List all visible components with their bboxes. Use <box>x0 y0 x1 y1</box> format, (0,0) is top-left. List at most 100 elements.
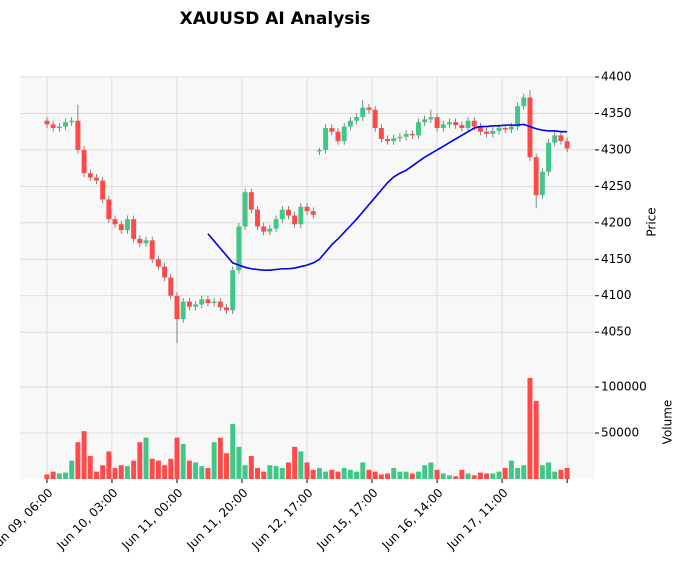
volume-bar <box>360 462 366 479</box>
volume-bar <box>149 458 155 479</box>
volume-bar <box>558 469 564 479</box>
volume-bar <box>477 472 483 479</box>
volume-bar <box>106 451 112 479</box>
volume-bar <box>471 475 477 479</box>
volume-bar <box>50 471 56 479</box>
x-tick-label: Jun 10, 03:00 <box>53 486 120 553</box>
candle-body <box>94 177 99 181</box>
volume-tick-label: 100000 <box>601 380 647 394</box>
volume-bar <box>539 465 545 479</box>
candle-body <box>440 124 446 129</box>
volume-bar <box>298 451 304 479</box>
candle-body <box>465 120 471 129</box>
volume-bar <box>131 460 137 479</box>
candle-body <box>539 171 545 196</box>
candle-body <box>378 128 384 139</box>
candle-body <box>298 206 304 225</box>
volume-bar <box>230 423 236 479</box>
candle-body <box>81 149 87 174</box>
candle-body <box>496 128 502 131</box>
x-tick-label: Jun 12, 17:00 <box>248 486 315 553</box>
candle-body <box>552 135 558 143</box>
x-tick-label: Jun 15, 17:00 <box>313 486 380 553</box>
volume-bar <box>137 442 143 479</box>
candle-body <box>180 301 186 320</box>
volume-bar <box>459 469 465 479</box>
volume-bar <box>242 465 248 479</box>
candle-body <box>533 157 539 196</box>
volume-bar <box>465 473 471 479</box>
volume-bar <box>446 475 452 479</box>
volume-bar <box>94 471 99 479</box>
volume-bar <box>174 437 180 479</box>
candle-body <box>341 126 347 142</box>
volume-bar <box>515 467 521 479</box>
candle-body <box>304 206 310 212</box>
y-tick-label: 4200 <box>601 215 632 229</box>
volume-tick-label: 50000 <box>601 426 639 440</box>
volume-bar <box>168 458 174 479</box>
x-tick-label: Jun 16, 14:00 <box>378 486 445 553</box>
candle-body <box>87 173 93 178</box>
volume-bar <box>403 471 409 479</box>
volume-bar <box>484 473 490 479</box>
candle-body <box>477 126 483 132</box>
candle-body <box>242 192 248 227</box>
candle-body <box>546 142 552 172</box>
volume-bar <box>316 467 322 479</box>
candle-body <box>186 301 192 307</box>
volume-axis-label: Volume <box>661 400 675 445</box>
volume-bar <box>378 474 384 479</box>
x-tick-label: Jun 09, 06:00 <box>0 486 56 553</box>
volume-bar <box>69 460 75 479</box>
volume-bar <box>564 467 570 479</box>
candle-body <box>279 209 285 220</box>
volume-bar <box>285 462 291 479</box>
candle-body <box>162 266 168 278</box>
volume-bar <box>267 465 273 479</box>
volume-bar <box>199 466 205 479</box>
candle-body <box>502 128 508 130</box>
volume-bar <box>372 471 378 479</box>
y-tick-label: 4350 <box>601 106 632 120</box>
candle-body <box>261 226 267 232</box>
volume-bar <box>385 473 391 479</box>
candle-body <box>366 107 372 110</box>
candle-body <box>224 307 230 311</box>
volume-bar <box>496 471 502 479</box>
candle-body <box>205 299 211 304</box>
candle-body <box>255 209 260 227</box>
volume-bar <box>416 471 421 479</box>
volume-bar <box>186 460 192 479</box>
candle-body <box>409 133 415 136</box>
candle-body <box>453 122 459 126</box>
candle-body <box>471 120 477 127</box>
volume-bar <box>273 466 279 479</box>
y-tick-label: 4250 <box>601 179 632 193</box>
volume-bar <box>552 471 558 479</box>
volume-bar <box>391 467 397 479</box>
candle-body <box>174 295 180 320</box>
volume-bar <box>193 462 199 479</box>
volume-bar <box>490 473 496 479</box>
candle-body <box>360 107 366 118</box>
volume-bar <box>521 465 527 479</box>
candle-body <box>285 209 291 216</box>
x-tick-label: Jun 11, 20:00 <box>183 486 250 553</box>
volume-bar <box>329 469 335 479</box>
candle-body <box>56 126 62 129</box>
volume-panel <box>20 365 595 479</box>
moving-average <box>207 123 568 272</box>
volume-bar <box>397 471 403 479</box>
candle-body <box>508 126 514 130</box>
candle-body <box>446 122 452 125</box>
volume-bar <box>124 466 130 479</box>
candle-body <box>124 219 130 231</box>
candle-body <box>217 301 223 308</box>
volume-bar <box>81 431 87 479</box>
volume-bar <box>335 471 341 479</box>
candle-body <box>397 136 403 139</box>
volume-bar <box>323 471 329 479</box>
candle-body <box>372 109 378 129</box>
candle-body <box>459 125 465 129</box>
